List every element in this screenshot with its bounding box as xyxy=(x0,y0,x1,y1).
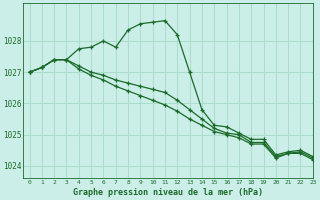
X-axis label: Graphe pression niveau de la mer (hPa): Graphe pression niveau de la mer (hPa) xyxy=(73,188,263,197)
